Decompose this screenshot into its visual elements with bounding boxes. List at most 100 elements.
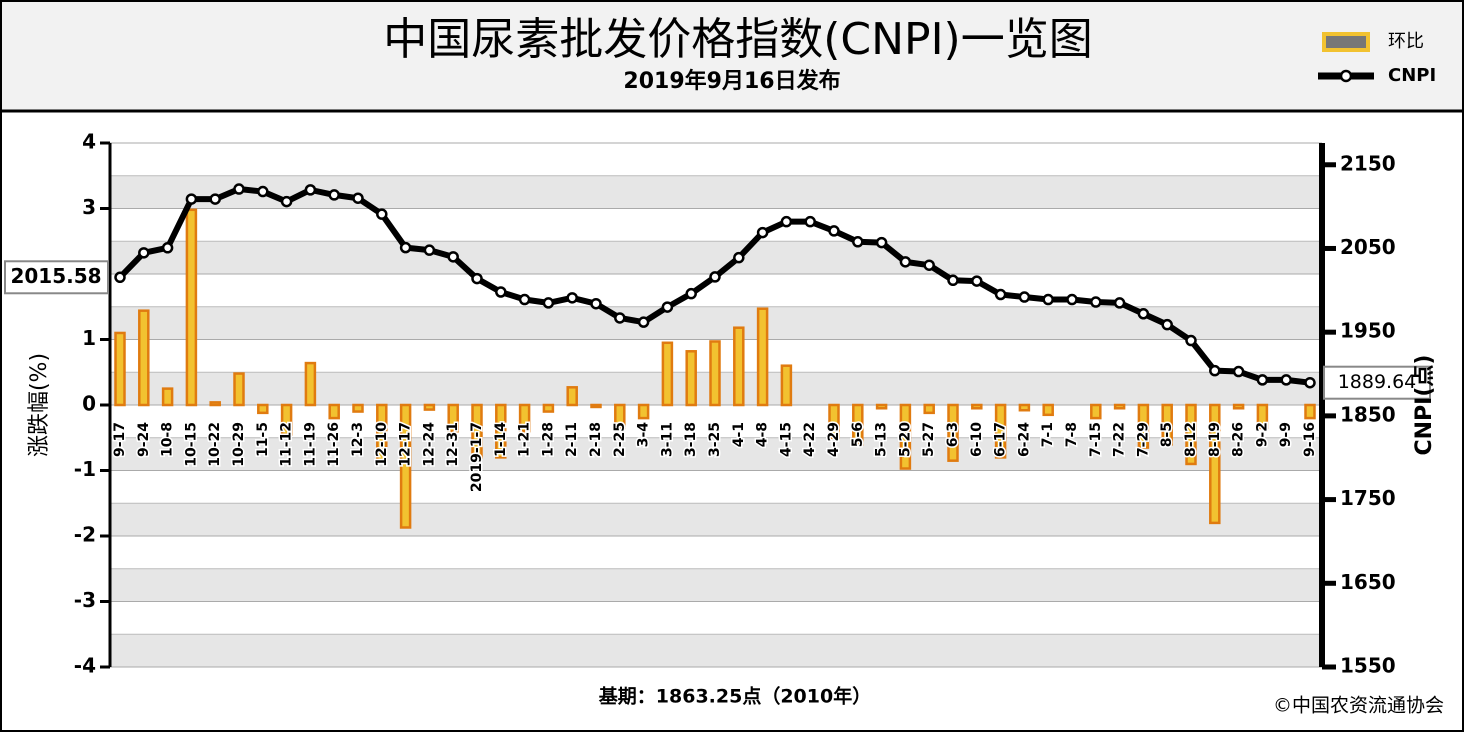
cnpi-point [1185,334,1197,347]
cnpi-point [328,189,340,201]
chart-subtitle: 2019年9月16日发布 [623,68,840,94]
value-label: 2015.58 [10,264,101,288]
x-tick-label: 7-8 [1064,422,1080,447]
cnpi-point [756,226,769,239]
y2-tick-label: 2050 [1340,235,1396,259]
cnpi-point [1042,293,1054,306]
band [110,503,1322,536]
band [110,568,1322,602]
bar [352,403,364,413]
cnpi-point [352,192,364,204]
cnpi-point [447,251,459,263]
x-tick-label: 12-3 [350,422,366,457]
bar [185,208,198,407]
cnpi-point [233,183,245,195]
y2-axis-label: CNPI(点) [1411,355,1437,456]
bar [637,403,650,420]
x-tick-label: 8-26 [1231,422,1247,457]
bar [161,387,174,407]
bar [566,386,578,407]
cnpi-point [661,301,674,313]
cnpi-point [709,271,721,283]
bar [614,403,626,430]
cnpi-point [566,292,578,304]
cnpi-point [185,193,198,205]
x-tick-label: 2-25 [612,422,628,457]
cnpi-point [471,272,483,285]
x-tick-label: 6-24 [1016,422,1032,457]
legend: 环比 CNPI [1318,31,1436,86]
cnpi-point [923,259,935,271]
x-tick-label: 5-20 [897,422,913,457]
cnpi-point [257,185,269,198]
bar [947,403,959,462]
bar [304,361,317,407]
bar [852,403,864,446]
x-tick-label: 1-21 [517,422,533,457]
cnpi-point [971,275,983,287]
cnpi-point [1137,308,1150,320]
x-tick-label: 4-1 [731,422,747,447]
bar [399,403,412,529]
x-tick-label: 9-2 [1254,422,1270,447]
cnpi-point [1090,296,1102,308]
bar [376,403,388,462]
bar [471,403,483,459]
x-tick-label: 10-29 [231,422,247,467]
cnpi-point [947,274,959,287]
bar [709,340,721,407]
y-tick-label: -3 [74,588,96,612]
cnpi-point [542,297,555,309]
bar [518,403,531,433]
bar [1113,403,1126,410]
x-tick-label: 9-17 [112,422,128,457]
bar [114,331,126,407]
band [110,306,1322,340]
cnpi-point [1280,374,1292,386]
y-tick-label: 0 [82,392,96,416]
bar [423,403,436,411]
x-tick-label: 9-16 [1302,422,1318,457]
cnpi-point [304,184,317,196]
bar [923,403,935,415]
x-tick-label: 7-1 [1040,422,1056,447]
x-tick-label: 12-24 [421,422,437,467]
cnpi-point [852,236,864,248]
x-tick-label: 8-19 [1207,422,1223,457]
legend-label: 环比 [1388,31,1424,52]
bar [1304,403,1316,420]
bar [280,403,293,436]
cnpi-point [138,247,150,259]
cnpi-point [685,287,697,300]
cnpi-point [423,244,436,256]
bar [542,403,555,413]
y-tick-label: 4 [82,130,96,154]
x-tick-label: 9-24 [136,422,152,457]
x-tick-label: 5-27 [921,422,937,457]
cnpi-point [828,225,840,237]
cnpi-point [1113,297,1126,309]
bar [1137,403,1150,449]
x-tick-label: 2019-1-7 [469,422,485,492]
cnpi-point [280,195,293,208]
cnpi-point [161,242,174,254]
bar [447,403,459,433]
x-tick-label: 2-18 [588,422,604,457]
bar [875,403,888,410]
x-tick-label: 9-9 [1278,422,1294,447]
x-tick-label: 7-29 [1135,422,1151,457]
cnpi-point [637,316,650,328]
band [110,437,1322,471]
x-tick-label: 6-3 [945,422,961,447]
x-tick-label: 11-5 [255,422,271,457]
bar [828,403,840,439]
cnpi-point [376,208,388,220]
bar [756,307,769,407]
x-tick-label: 4-8 [755,422,771,447]
cnpi-point [733,251,745,264]
cnpi-point [590,297,602,310]
bar [328,403,340,420]
y2-tick-label: 1850 [1340,402,1396,426]
bar [138,309,150,407]
header-bg [2,2,1462,110]
